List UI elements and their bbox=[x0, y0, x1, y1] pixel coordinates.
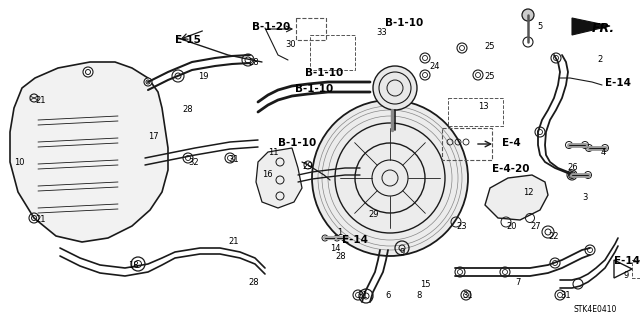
Text: 17: 17 bbox=[148, 132, 159, 141]
Text: 25: 25 bbox=[484, 72, 495, 81]
Text: 25: 25 bbox=[484, 42, 495, 51]
Text: 32: 32 bbox=[188, 158, 198, 167]
Text: B-1-10: B-1-10 bbox=[295, 84, 333, 94]
Text: 14: 14 bbox=[330, 244, 340, 253]
Polygon shape bbox=[572, 18, 610, 35]
Text: E-4-20: E-4-20 bbox=[492, 164, 529, 174]
Text: 28: 28 bbox=[248, 58, 259, 67]
Circle shape bbox=[522, 9, 534, 21]
Text: 9: 9 bbox=[399, 248, 404, 257]
Circle shape bbox=[312, 100, 468, 256]
Text: 21: 21 bbox=[35, 215, 45, 224]
Text: 23: 23 bbox=[456, 222, 467, 231]
Text: 31: 31 bbox=[560, 291, 571, 300]
Polygon shape bbox=[485, 175, 548, 220]
Text: 4: 4 bbox=[601, 148, 606, 157]
Text: 31: 31 bbox=[357, 291, 367, 300]
Text: 5: 5 bbox=[537, 22, 542, 31]
Text: E-4: E-4 bbox=[502, 138, 521, 148]
Polygon shape bbox=[10, 62, 168, 242]
Circle shape bbox=[83, 67, 93, 77]
Text: 12: 12 bbox=[523, 188, 534, 197]
Text: E-14: E-14 bbox=[605, 78, 631, 88]
Text: 10: 10 bbox=[14, 158, 24, 167]
Text: 26: 26 bbox=[567, 163, 578, 172]
Text: 7: 7 bbox=[515, 278, 520, 287]
Text: 28: 28 bbox=[248, 278, 259, 287]
Text: 24: 24 bbox=[429, 62, 440, 71]
Text: 9: 9 bbox=[624, 271, 629, 280]
Text: B-1-20: B-1-20 bbox=[252, 22, 291, 32]
Text: 13: 13 bbox=[478, 102, 488, 111]
Text: 6: 6 bbox=[385, 291, 390, 300]
Text: 19: 19 bbox=[198, 72, 209, 81]
Text: 29: 29 bbox=[368, 210, 378, 219]
Text: 21: 21 bbox=[228, 237, 239, 246]
Text: 22: 22 bbox=[548, 232, 559, 241]
Text: 20: 20 bbox=[506, 222, 516, 231]
Text: B-1-10: B-1-10 bbox=[278, 138, 316, 148]
Text: FR.: FR. bbox=[592, 22, 615, 35]
Text: 15: 15 bbox=[420, 280, 431, 289]
Text: E-15: E-15 bbox=[175, 35, 201, 45]
Text: 31: 31 bbox=[462, 291, 472, 300]
Text: 27: 27 bbox=[530, 222, 541, 231]
Text: 2: 2 bbox=[597, 55, 602, 64]
Text: STK4E0410: STK4E0410 bbox=[573, 305, 616, 314]
Text: 29: 29 bbox=[302, 162, 312, 171]
Text: 16: 16 bbox=[262, 170, 273, 179]
Text: E-14: E-14 bbox=[342, 235, 368, 245]
Circle shape bbox=[373, 66, 417, 110]
Circle shape bbox=[144, 78, 152, 86]
Text: 11: 11 bbox=[268, 148, 278, 157]
Text: B-1-10: B-1-10 bbox=[385, 18, 423, 28]
Text: 21: 21 bbox=[35, 96, 45, 105]
Polygon shape bbox=[256, 148, 302, 208]
Text: 33: 33 bbox=[376, 28, 387, 37]
Text: 1: 1 bbox=[337, 228, 342, 237]
Text: B-1-10: B-1-10 bbox=[305, 68, 343, 78]
Text: 3: 3 bbox=[582, 193, 588, 202]
Text: 31: 31 bbox=[228, 155, 239, 164]
Text: 28: 28 bbox=[182, 105, 193, 114]
Text: E-14: E-14 bbox=[614, 256, 640, 266]
Text: 30: 30 bbox=[285, 40, 296, 49]
Text: 28: 28 bbox=[335, 252, 346, 261]
Text: 18: 18 bbox=[128, 261, 139, 270]
Text: 8: 8 bbox=[416, 291, 421, 300]
